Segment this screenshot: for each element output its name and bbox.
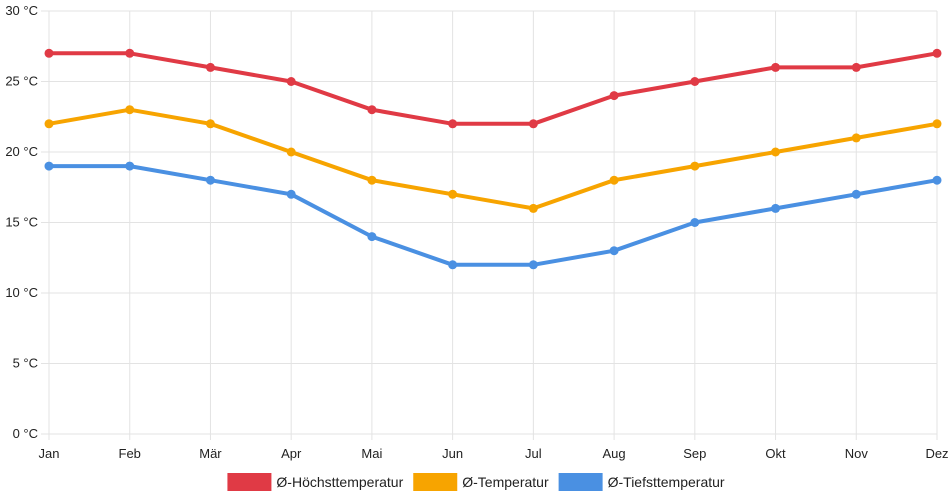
- data-point[interactable]: [690, 161, 700, 171]
- x-tick-label: Jun: [442, 446, 463, 461]
- x-tick-label: Dez: [925, 446, 948, 461]
- legend-label: Ø-Höchsttemperatur: [276, 474, 403, 490]
- x-tick-label: Apr: [281, 446, 302, 461]
- legend-swatch: [558, 473, 603, 491]
- data-point[interactable]: [205, 175, 215, 185]
- data-point[interactable]: [932, 48, 942, 58]
- data-point[interactable]: [851, 133, 861, 143]
- x-axis-ticks: Jan Feb Mär Apr Mai Jun Jul Aug Sep Okt Nov Dez: [39, 446, 949, 461]
- x-tick-label: Jan: [39, 446, 60, 461]
- data-point[interactable]: [44, 161, 54, 171]
- data-point[interactable]: [44, 48, 54, 58]
- y-tick-label: 5 °C: [13, 356, 38, 371]
- data-point[interactable]: [205, 62, 215, 72]
- data-point[interactable]: [448, 260, 458, 270]
- data-point[interactable]: [44, 119, 54, 129]
- data-point[interactable]: [286, 147, 296, 157]
- data-point[interactable]: [367, 105, 377, 115]
- data-point[interactable]: [286, 189, 296, 199]
- x-tick-label: Jul: [525, 446, 542, 461]
- x-tick-label: Mai: [361, 446, 382, 461]
- data-point[interactable]: [932, 175, 942, 185]
- series-line: [47, 164, 939, 267]
- data-point[interactable]: [125, 105, 135, 115]
- legend-swatch: [413, 473, 458, 491]
- series-group: [44, 48, 942, 270]
- data-point[interactable]: [932, 119, 942, 129]
- data-point[interactable]: [448, 189, 458, 199]
- legend-swatch: [227, 473, 272, 491]
- data-point[interactable]: [771, 147, 781, 157]
- x-tick-label: Sep: [683, 446, 706, 461]
- series-line: [47, 51, 939, 126]
- y-axis-ticks: 0 °C 5 °C 10 °C 15 °C 20 °C 25 °C 30 °C: [5, 3, 38, 441]
- data-point[interactable]: [528, 203, 538, 213]
- data-point[interactable]: [609, 246, 619, 256]
- data-point[interactable]: [609, 175, 619, 185]
- y-tick-label: 20 °C: [5, 144, 38, 159]
- legend-item[interactable]: Ø-Höchsttemperatur: [227, 473, 404, 491]
- legend-label: Ø-Temperatur: [462, 474, 549, 490]
- x-tick-label: Nov: [845, 446, 869, 461]
- y-tick-label: 25 °C: [5, 74, 38, 89]
- data-point[interactable]: [367, 175, 377, 185]
- series-line: [47, 107, 939, 211]
- legend-label: Ø-Tiefsttemperatur: [608, 474, 725, 490]
- data-point[interactable]: [851, 62, 861, 72]
- data-point[interactable]: [528, 260, 538, 270]
- data-point[interactable]: [690, 77, 700, 86]
- data-point[interactable]: [448, 119, 458, 129]
- grid: [41, 10, 938, 440]
- data-point[interactable]: [851, 189, 861, 199]
- data-point[interactable]: [771, 203, 781, 213]
- data-point[interactable]: [125, 48, 135, 58]
- x-tick-label: Okt: [765, 446, 786, 461]
- data-point[interactable]: [771, 62, 781, 72]
- y-tick-label: 15 °C: [5, 215, 38, 230]
- data-point[interactable]: [609, 91, 619, 101]
- y-tick-label: 10 °C: [5, 285, 38, 300]
- x-tick-label: Feb: [119, 446, 141, 461]
- x-tick-label: Mär: [199, 446, 222, 461]
- data-point[interactable]: [125, 161, 135, 171]
- y-tick-label: 30 °C: [5, 3, 38, 18]
- legend-item[interactable]: Ø-Temperatur: [413, 473, 549, 491]
- data-point[interactable]: [367, 232, 377, 242]
- y-tick-label: 0 °C: [13, 426, 38, 441]
- data-point[interactable]: [528, 119, 538, 129]
- data-point[interactable]: [286, 77, 296, 86]
- data-point[interactable]: [690, 218, 700, 227]
- data-point[interactable]: [205, 119, 215, 129]
- legend-item[interactable]: Ø-Tiefsttemperatur: [558, 473, 725, 491]
- legend[interactable]: Ø-Höchsttemperatur Ø-Temperatur Ø-Tiefstte…: [227, 473, 725, 491]
- x-tick-label: Aug: [603, 446, 626, 461]
